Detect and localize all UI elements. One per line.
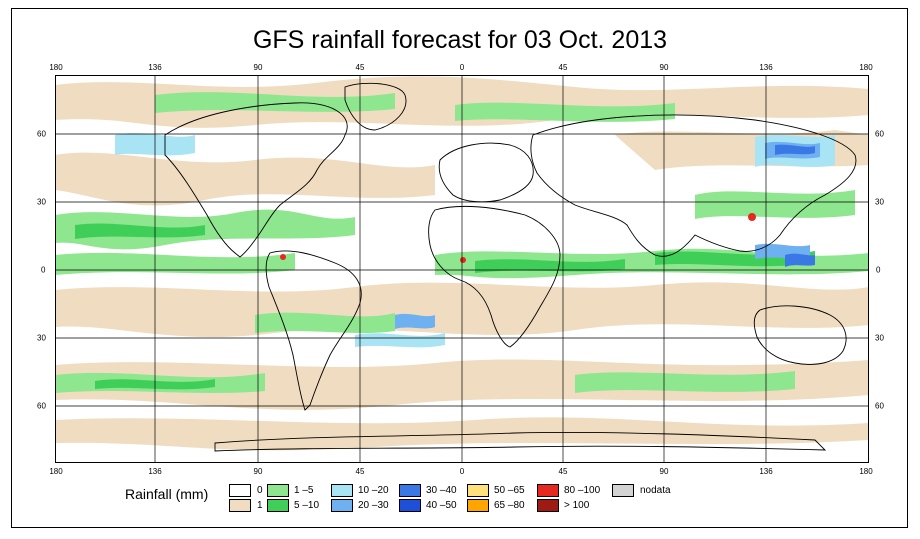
lon-tick-bottom: 90 [659,467,669,476]
lon-tick-top: 90 [659,63,669,72]
legend-title: Rainfall (mm) [125,486,209,502]
lon-tick-top: 90 [253,63,263,72]
lon-tick-top: 0 [459,63,465,72]
lat-tick-left: 30 [37,333,46,343]
lon-tick-bottom: 180 [49,467,63,476]
lat-tick-right: 60 [875,129,884,139]
map-title: GFS rainfall forecast for 03 Oct. 2013 [252,26,668,54]
legend-label-1: 1 [257,500,263,511]
legend-label-3: 5 –10 [294,500,320,511]
lon-tick-bottom: 136 [759,467,773,476]
legend-label-9: 65 –80 [494,500,525,511]
lon-tick-top: 180 [49,63,63,72]
graticule [55,75,869,463]
legend-label-7: 40 –50 [426,500,457,511]
legend-swatch-11 [537,499,559,512]
legend-swatch-1 [229,499,251,512]
legend-swatch-3 [267,499,289,512]
lat-tick-right: 60 [875,401,884,411]
legend-swatch-7 [399,499,421,512]
lon-tick-bottom: 180 [859,467,873,476]
legend-swatch-2 [267,484,289,497]
lon-tick-bottom: 45 [558,467,568,476]
rainfall-map [55,75,869,463]
lon-tick-top: 136 [148,63,162,72]
figure-frame [11,8,908,528]
lat-tick-left: 60 [37,401,46,411]
legend-swatch-9 [467,499,489,512]
legend-label-10: 80 –100 [564,485,601,496]
legend-swatch-0 [229,484,251,497]
lon-tick-bottom: 90 [253,467,263,476]
legend-label-0: 0 [257,485,263,496]
lat-tick-right: 30 [875,197,884,207]
legend-label-12: nodata [640,485,671,496]
lon-tick-top: 136 [759,63,773,72]
lon-tick-top: 45 [355,63,365,72]
legend-label-5: 20 –30 [358,500,389,511]
lon-tick-top: 45 [558,63,568,72]
coastlines [164,82,857,452]
legend-label-4: 10 –20 [358,485,389,496]
lon-tick-bottom: 136 [148,467,162,476]
lon-tick-bottom: 45 [355,467,365,476]
lat-tick-right: 0 [876,265,881,275]
legend-label-2: 1 –5 [294,485,314,496]
lat-tick-right: 30 [875,333,884,343]
legend-label-11: > 100 [564,500,590,511]
lon-tick-top: 180 [859,63,873,72]
legend-swatch-8 [467,484,489,497]
legend-label-6: 30 –40 [426,485,457,496]
legend-swatch-4 [331,484,353,497]
map-border [55,75,869,463]
legend-label-8: 50 –65 [494,485,525,496]
lat-tick-left: 30 [37,197,46,207]
lon-tick-bottom: 0 [459,467,465,476]
lat-tick-left: 60 [37,129,46,139]
legend-swatch-12 [612,484,634,497]
legend-swatch-10 [537,484,559,497]
legend-swatch-6 [399,484,421,497]
legend-swatch-5 [331,499,353,512]
lat-tick-left: 0 [41,265,46,275]
